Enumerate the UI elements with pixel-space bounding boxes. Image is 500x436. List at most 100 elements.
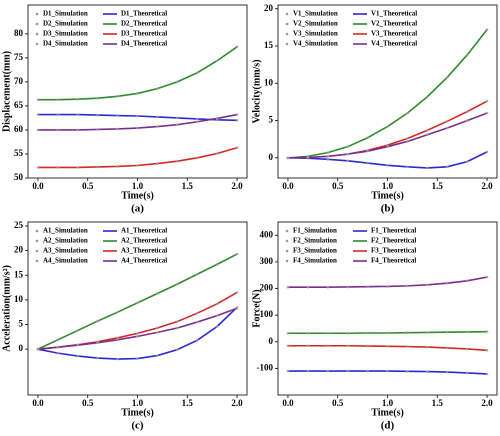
- simulation-point: [426, 331, 429, 334]
- y-tick-label: 60: [14, 124, 24, 134]
- simulation-point: [116, 357, 119, 361]
- simulation-point: [215, 117, 219, 120]
- simulation-point: [76, 97, 80, 101]
- simulation-point: [465, 347, 469, 351]
- simulation-point: [366, 136, 369, 140]
- legend-label: A2_Simulation: [43, 237, 88, 245]
- simulation-point: [346, 145, 349, 148]
- legend-label: D4_Theoretical: [121, 40, 167, 48]
- legend-marker: [35, 42, 39, 46]
- simulation-point: [176, 159, 179, 163]
- simulation-point: [176, 348, 179, 351]
- y-tick-label: 5: [269, 115, 274, 125]
- simulation-point: [326, 285, 330, 289]
- simulation-point: [445, 76, 449, 79]
- legend-label: V4_Simulation: [293, 40, 338, 48]
- simulation-point: [156, 354, 159, 357]
- simulation-point: [386, 331, 389, 335]
- simulation-point: [306, 156, 310, 159]
- simulation-point: [306, 285, 310, 289]
- simulation-point: [235, 113, 239, 116]
- simulation-point: [136, 164, 139, 167]
- legend-marker: [285, 239, 289, 243]
- simulation-point: [176, 80, 179, 84]
- simulation-point: [56, 351, 60, 355]
- simulation-point: [445, 126, 449, 130]
- simulation-point: [235, 306, 239, 310]
- y-tick-label: 70: [14, 76, 24, 86]
- simulation-point: [96, 341, 99, 345]
- legend-label: A1_Theoretical: [121, 227, 167, 235]
- legend-label: A3_Theoretical: [121, 247, 167, 255]
- y-tick-label: 55: [14, 148, 24, 158]
- legend-marker: [285, 229, 289, 233]
- simulation-point: [56, 338, 60, 342]
- simulation-point: [96, 113, 99, 117]
- x-tick-label: 0.5: [332, 398, 344, 408]
- caption: (a): [131, 203, 144, 215]
- simulation-point: [406, 111, 409, 115]
- simulation-point: [306, 331, 310, 335]
- theoretical-line: [287, 112, 488, 159]
- legend-label: D3_Theoretical: [121, 30, 167, 38]
- simulation-point: [116, 338, 119, 342]
- simulation-point: [195, 117, 199, 121]
- simulation-point: [215, 314, 219, 317]
- legend-label: D1_Theoretical: [121, 10, 167, 18]
- x-tick-label: 1.0: [132, 398, 144, 408]
- simulation-point: [56, 345, 60, 349]
- simulation-point: [116, 310, 119, 314]
- legend-label: A4_Simulation: [43, 257, 88, 265]
- simulation-point: [215, 152, 219, 155]
- legend-marker: [285, 32, 289, 36]
- simulation-point: [406, 331, 409, 335]
- legend-marker: [285, 42, 289, 46]
- simulation-point: [326, 369, 330, 373]
- simulation-point: [465, 110, 469, 113]
- legend-label: D2_Simulation: [43, 20, 88, 28]
- y-tick-label: 80: [14, 28, 24, 38]
- simulation-point: [195, 156, 199, 160]
- simulation-point: [136, 114, 139, 118]
- simulation-point: [406, 140, 409, 143]
- x-tick-label: 0.0: [32, 398, 44, 408]
- simulation-point: [235, 252, 239, 256]
- theoretical-line: [37, 307, 238, 350]
- simulation-point: [76, 113, 80, 116]
- simulation-point: [195, 338, 199, 342]
- legend-label: D1_Simulation: [43, 10, 88, 18]
- simulation-point: [136, 126, 139, 130]
- plot-area: [36, 45, 239, 169]
- y-tick-label: 15: [14, 269, 24, 279]
- legend-label: F1_Simulation: [293, 227, 337, 235]
- simulation-point: [445, 370, 449, 374]
- simulation-point: [96, 319, 99, 323]
- caption: (d): [381, 420, 395, 432]
- simulation-point: [235, 291, 239, 294]
- y-tick-label: 25: [14, 220, 24, 230]
- simulation-point: [36, 166, 40, 169]
- simulation-point: [215, 59, 219, 63]
- simulation-point: [116, 165, 119, 168]
- simulation-point: [426, 166, 429, 170]
- y-tick-label: 0: [269, 336, 274, 346]
- legend-label: V1_Simulation: [293, 10, 338, 18]
- legend-marker: [285, 249, 289, 253]
- simulation-point: [426, 128, 429, 132]
- y-tick-label: 20: [14, 245, 24, 255]
- simulation-point: [286, 331, 290, 335]
- simulation-point: [195, 272, 199, 276]
- simulation-point: [346, 285, 349, 289]
- x-axis-label: Time(s): [371, 190, 404, 201]
- plot-area: [286, 28, 489, 170]
- simulation-point: [465, 279, 469, 283]
- y-tick-label: 0: [269, 152, 274, 162]
- simulation-point: [235, 146, 239, 150]
- legend-marker: [285, 259, 289, 263]
- simulation-point: [326, 155, 330, 158]
- simulation-point: [176, 123, 179, 126]
- legend-marker: [35, 259, 39, 263]
- simulation-point: [96, 165, 99, 169]
- simulation-point: [36, 98, 40, 101]
- y-tick-label: -100: [257, 362, 274, 372]
